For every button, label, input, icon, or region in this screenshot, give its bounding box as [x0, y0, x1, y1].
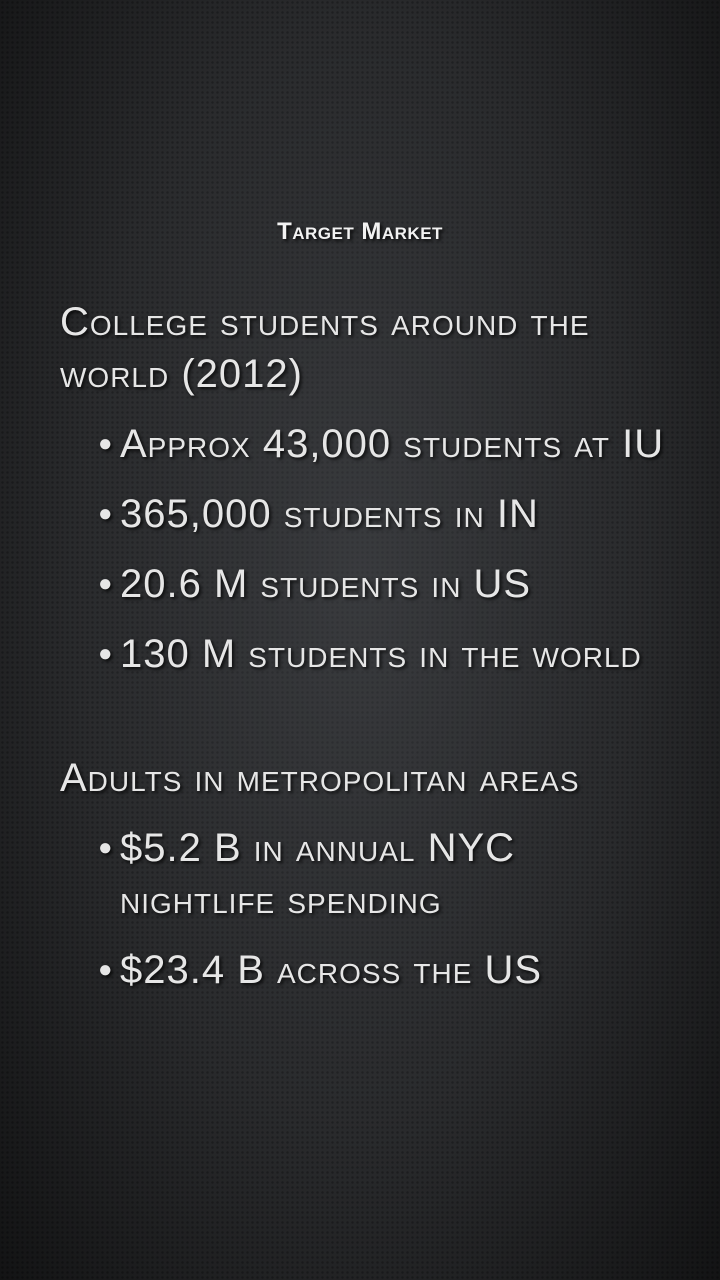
bullet-item: ● 365,000 students in IN	[60, 488, 680, 540]
bullet-item: ● Approx 43,000 students at IU	[60, 418, 680, 470]
bullet-text: 20.6 M students in US	[120, 562, 532, 606]
slide-title: Target Market	[277, 218, 443, 245]
section-heading-adults: Adults in metropolitan areas	[60, 756, 580, 800]
bullet-item: ● 130 M students in the world	[60, 628, 680, 680]
bullet-dot-icon: ●	[98, 570, 114, 597]
slide-body: College students around the world (2012)…	[60, 296, 680, 996]
bullet-text: $23.4 B across the US	[120, 948, 543, 992]
bullet-dot-icon: ●	[98, 956, 114, 983]
bullet-item: ● $5.2 B in annual NYC nightlife spendin…	[60, 822, 680, 926]
section-heading-college: College students around the world (2012)	[60, 300, 590, 396]
bullet-dot-icon: ●	[98, 430, 114, 457]
bullet-text: $5.2 B in annual NYC nightlife spending	[120, 826, 516, 922]
bullet-text: 130 M students in the world	[120, 632, 642, 676]
bullet-item: ● 20.6 M students in US	[60, 558, 680, 610]
bullet-text: 365,000 students in IN	[120, 492, 539, 536]
bullet-dot-icon: ●	[98, 640, 114, 667]
bullet-text: Approx 43,000 students at IU	[120, 422, 665, 466]
bullet-dot-icon: ●	[98, 834, 114, 861]
bullet-dot-icon: ●	[98, 500, 114, 527]
bullet-item: ● $23.4 B across the US	[60, 944, 680, 996]
